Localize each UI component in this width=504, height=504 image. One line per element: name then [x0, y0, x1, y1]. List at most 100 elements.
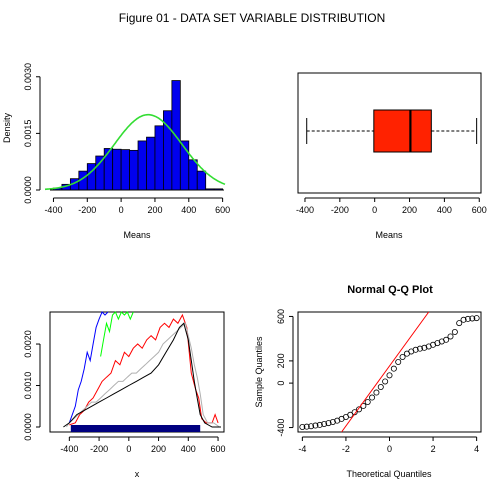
traces-series: [63, 311, 221, 428]
qqplot-frame: [297, 311, 482, 433]
traces-x-tick-label: 600: [211, 444, 226, 454]
qqplot-y-tick-label: 200: [276, 353, 286, 368]
qqplot-x-tick-label: 4: [474, 444, 479, 454]
qqplot-point: [443, 336, 450, 343]
qqplot-points: [299, 315, 480, 430]
histogram-y-tick-label: 0.0030: [23, 63, 33, 91]
qqplot-y-tick-label: 0: [276, 381, 286, 386]
histogram-y-tick-label: 0.0015: [23, 120, 33, 148]
qqplot-point: [421, 344, 428, 351]
traces-x-tick-label: -400: [60, 444, 78, 454]
boxplot-x-label: Means: [375, 230, 403, 240]
trace-series-line: [65, 322, 220, 428]
boxplot-x-tick-label: 200: [402, 205, 417, 215]
histogram-bar: [95, 155, 105, 191]
histogram-x-label: Means: [123, 230, 151, 240]
qqplot-y-tick-label: -400: [276, 419, 286, 437]
boxplot-x-tick-label: 400: [437, 205, 452, 215]
qqplot-point: [325, 420, 332, 427]
histogram-bar: [154, 125, 164, 191]
histogram-bars: [53, 80, 224, 191]
trace-series-line: [68, 311, 109, 424]
qqplot-point: [347, 411, 354, 418]
boxplot-panel: -400 -200 0 200 400 600 Means: [296, 72, 487, 240]
traces-panel: -400 -200 0 200 400 600 0.0000 0.0010 0.0020 x: [23, 311, 226, 479]
traces-x-tick-label: -200: [90, 444, 108, 454]
boxplot-x-tick-label: 0: [372, 205, 377, 215]
figure-title: Figure 01 - DATA SET VARIABLE DISTRIBUTI…: [119, 11, 386, 25]
qqplot-y-tick-label: 600: [276, 309, 286, 324]
qqplot-point: [456, 320, 463, 327]
qqplot-point: [316, 421, 323, 428]
histogram-x-tick-label: -400: [44, 205, 62, 215]
boxplot-frame: [297, 72, 482, 194]
qqplot-x-tick-label: 0: [387, 444, 392, 454]
boxplot-x-tick-label: -400: [296, 205, 314, 215]
qqplot-point: [460, 316, 467, 323]
histogram-bar: [112, 148, 122, 191]
histogram-bar: [129, 149, 139, 191]
qqplot-point: [469, 315, 476, 322]
qqplot-x-tick-label: -4: [298, 444, 306, 454]
qqplot-point: [386, 372, 393, 379]
qqplot-point: [412, 346, 419, 353]
histogram-x-tick-label: 200: [147, 205, 162, 215]
histogram-x-tick-label: 600: [215, 205, 230, 215]
histogram-y-label: Density: [2, 112, 12, 143]
histogram-bar: [103, 148, 114, 191]
qqplot-point: [377, 383, 384, 390]
histogram-bar: [188, 159, 198, 191]
boxplot-x-axis: -400 -200 0 200 400 600: [296, 197, 487, 215]
traces-x-axis: -400 -200 0 200 400 600: [60, 436, 226, 454]
qqplot-point: [473, 315, 480, 322]
qqplot-title: Normal Q-Q Plot: [347, 284, 433, 296]
histogram-bar: [137, 140, 147, 191]
histogram-panel: -400 -200 0 200 400 600 0.0000 0.0015 0.0030 Me…: [2, 63, 230, 240]
qqplot-point: [369, 394, 376, 401]
qqplot-point: [303, 423, 310, 430]
trace-series-line: [63, 322, 221, 428]
qqplot-point: [395, 358, 402, 365]
trace-rug-band: [70, 425, 201, 432]
qqplot-point: [364, 398, 371, 405]
histogram-x-axis: -400 -200 0 200 400 600: [44, 197, 230, 215]
traces-y-axis: 0.0000 0.0010 0.0020: [23, 330, 41, 441]
qqplot-point: [416, 345, 423, 352]
traces-x-label: x: [135, 469, 140, 479]
qqplot-x-tick-label: 2: [431, 444, 436, 454]
qqplot-point: [355, 406, 362, 413]
qqplot-panel: Normal Q-Q Plot -4 -2 0 2 4 -400 0 200 600 Theo…: [254, 284, 482, 479]
qqplot-point: [321, 420, 328, 427]
histogram-x-tick-label: 0: [119, 205, 124, 215]
qqplot-x-tick-label: -2: [342, 444, 350, 454]
histogram-bar: [120, 149, 130, 191]
traces-x-tick-label: 0: [126, 444, 131, 454]
histogram-y-tick-label: 0.0000: [23, 176, 33, 204]
histogram-x-tick-label: -200: [78, 205, 96, 215]
qqplot-point: [329, 418, 336, 425]
qqplot-point: [451, 328, 458, 335]
boxplot-x-tick-label: 600: [472, 205, 487, 215]
histogram-bar: [196, 170, 207, 191]
traces-x-tick-label: 200: [151, 444, 166, 454]
normal-density-curve: [44, 113, 226, 191]
qqplot-x-label: Theoretical Quantiles: [346, 469, 432, 479]
trace-series-line: [100, 311, 134, 357]
qqplot-point: [373, 389, 380, 396]
boxplot-box: [373, 109, 432, 153]
qqplot-point: [299, 423, 306, 430]
traces-y-tick-label: 0.0000: [23, 413, 33, 441]
qqplot-y-axis: -400 0 200 600: [276, 309, 294, 437]
qqplot-point: [308, 423, 315, 430]
traces-rug: [70, 425, 201, 432]
qqplot-point: [312, 422, 319, 429]
boxplot-marks: [306, 109, 478, 153]
qqplot-point: [399, 353, 406, 360]
histogram-x-tick-label: 400: [181, 205, 196, 215]
qqplot-point: [464, 315, 471, 322]
qqplot-y-label: Sample Quantiles: [254, 336, 264, 408]
qqplot-x-axis: -4 -2 0 2 4: [298, 436, 479, 454]
qqplot-reference-line: [341, 311, 430, 433]
histogram-bar: [146, 136, 156, 191]
